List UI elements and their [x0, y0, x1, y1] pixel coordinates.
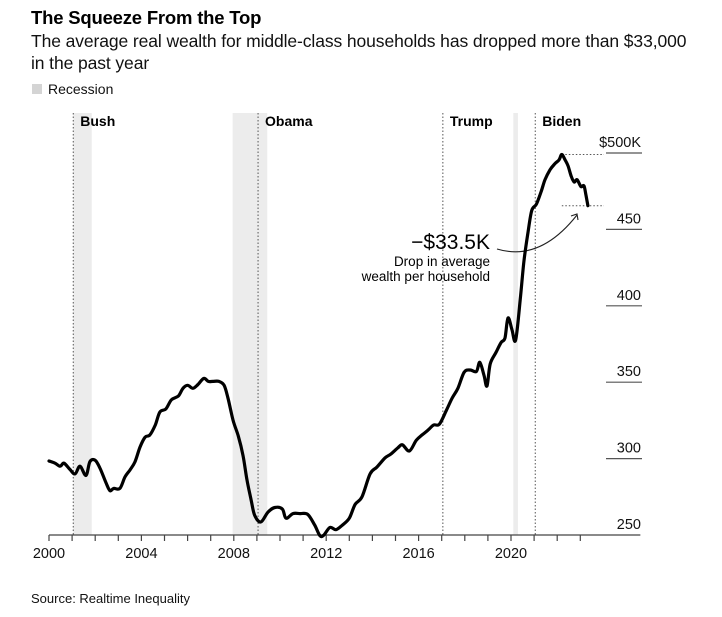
- president-label: Biden: [542, 113, 581, 129]
- x-tick-label: 2012: [310, 546, 342, 562]
- annotation-text-line: wealth per household: [361, 269, 490, 284]
- peak-reference-lines: [561, 154, 604, 207]
- president-markers: Bush Obama Trump Biden: [72, 113, 581, 535]
- y-tick-label: 450: [617, 211, 641, 227]
- annotation-arrowhead: [570, 213, 579, 221]
- y-tick-label: 300: [617, 441, 641, 457]
- x-tick-label: 2004: [125, 546, 157, 562]
- y-tick-label: $500K: [599, 135, 641, 151]
- y-tick-label: 350: [617, 364, 641, 380]
- series-line-middle-class-wealth: [47, 152, 590, 539]
- x-tick-label: 2016: [402, 546, 434, 562]
- source-note: Source: Realtime Inequality: [31, 591, 190, 606]
- president-label: Obama: [265, 113, 313, 129]
- x-tick-label: 2008: [218, 546, 250, 562]
- chart-subtitle: The average real wealth for middle-class…: [31, 31, 687, 73]
- annotation-text-line: Drop in average: [394, 254, 490, 269]
- y-tick-label: 250: [617, 517, 641, 533]
- y-axis: $500K 450 400 350 300 250: [599, 135, 642, 533]
- legend-swatch-recession: [32, 84, 42, 94]
- series: [47, 152, 590, 539]
- recession-bands: [73, 113, 518, 535]
- chart-title: The Squeeze From the Top: [31, 7, 262, 28]
- x-tick-label: 2000: [33, 546, 65, 562]
- legend-label-recession: Recession: [48, 81, 114, 97]
- recession-band: [232, 113, 268, 535]
- x-axis: 2000 2004 2008 2012 2016 2020: [33, 534, 641, 562]
- recession-band: [73, 113, 92, 535]
- president-label: Trump: [450, 113, 493, 129]
- legend: Recession: [32, 81, 113, 97]
- president-label: Bush: [80, 113, 115, 129]
- annotation-arrow: [496, 214, 578, 253]
- y-tick-label: 400: [617, 288, 641, 304]
- recession-band: [513, 113, 518, 535]
- annotation-value: −$33.5K: [411, 231, 490, 254]
- drop-annotation: −$33.5K Drop in average wealth per house…: [361, 213, 579, 284]
- x-tick-label: 2020: [495, 546, 527, 562]
